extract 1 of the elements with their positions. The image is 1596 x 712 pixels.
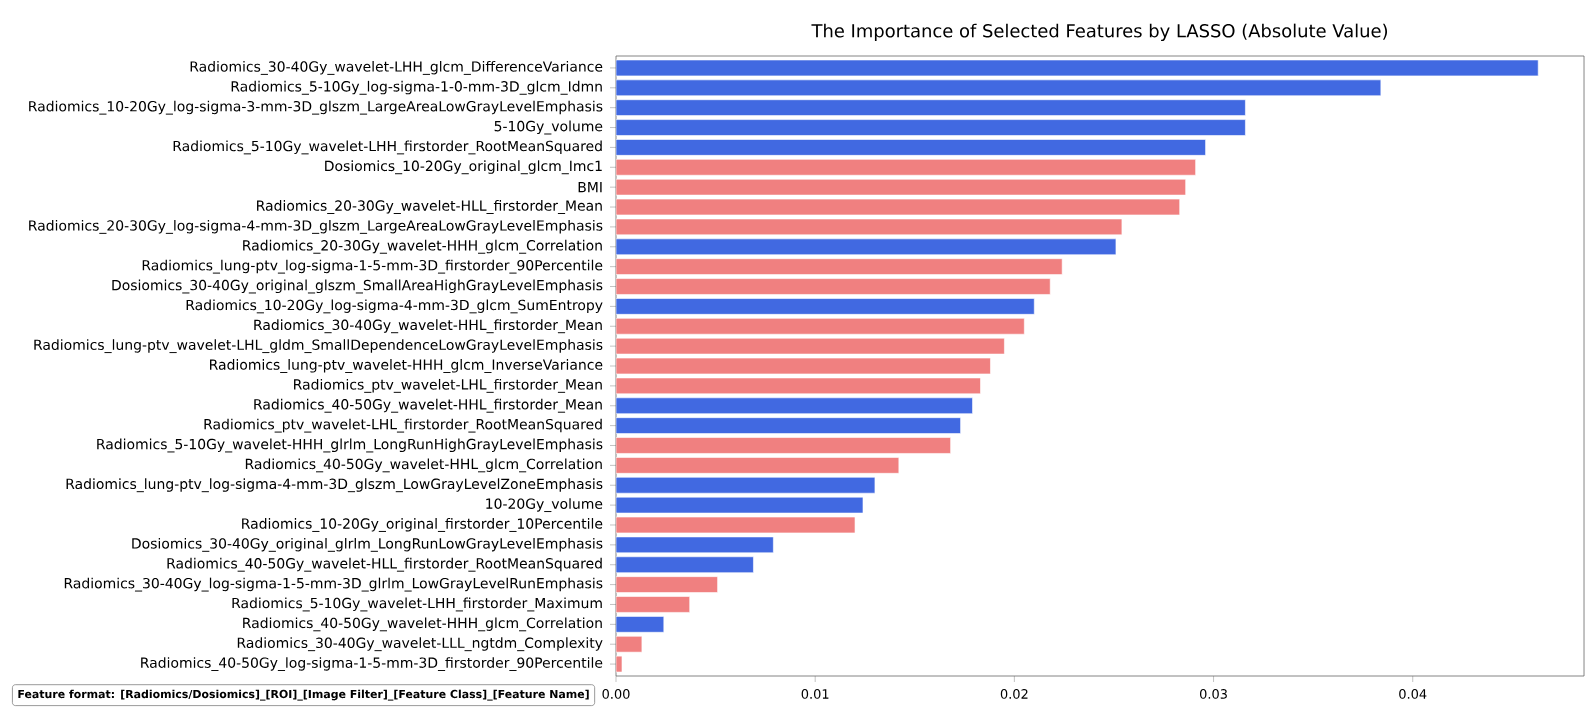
chart-title: The Importance of Selected Features by LASSO (Absolute Value) bbox=[811, 23, 1388, 41]
